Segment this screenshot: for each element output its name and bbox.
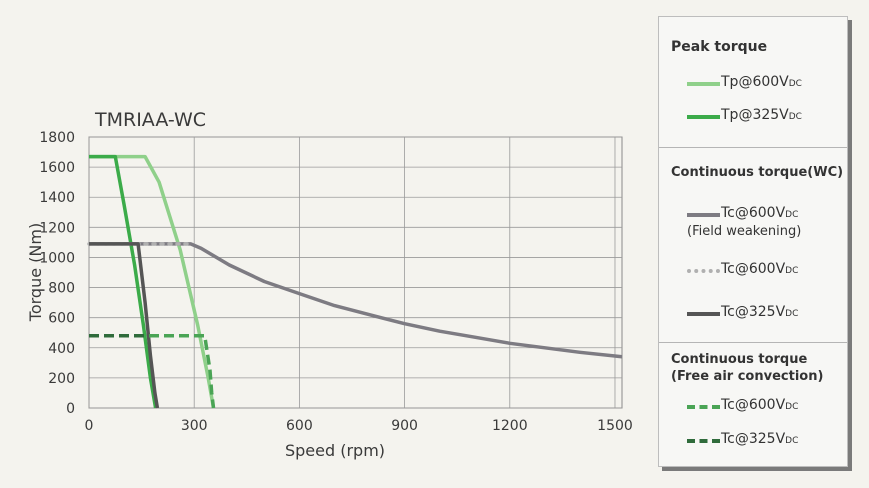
y-tick-label: 1000 [39, 250, 75, 266]
y-tick-label: 200 [48, 371, 75, 387]
y-tick-label: 400 [48, 341, 75, 357]
legend-cont-wc-title: Continuous torque(WC) [671, 165, 844, 180]
series-line-4 [89, 242, 160, 409]
x-tick-label: 900 [391, 418, 418, 434]
legend-divider [659, 342, 847, 343]
tick-labels: 0 200 400 600 800 1000 1200 1400 1600 1800 0 300 600… [39, 130, 632, 434]
x-tick-label: 1500 [597, 418, 633, 434]
legend-cont-fa-subtitle: (Free air convection) [671, 369, 824, 384]
legend-swatch [687, 405, 720, 409]
x-tick-label: 1200 [492, 418, 528, 434]
series-line-2 [89, 242, 623, 359]
series-line-5 [89, 333, 216, 409]
legend: Peak torque Tp@600VDC Tp@325VDC Continuo… [658, 16, 848, 467]
legend-swatch [687, 82, 720, 86]
grid [88, 136, 623, 409]
y-tick-label: 1600 [39, 160, 75, 176]
y-tick-label: 0 [66, 401, 75, 417]
y-tick-label: 1200 [39, 220, 75, 236]
y-axis-label: Torque (Nm) [26, 223, 45, 322]
chart-title: TMRIAA-WC [94, 109, 206, 131]
y-tick-label: 800 [48, 281, 75, 297]
y-tick-label: 1800 [39, 130, 75, 146]
legend-swatch [687, 213, 720, 217]
series-line-0 [89, 154, 216, 409]
series-line-1 [89, 154, 158, 409]
legend-swatch [687, 439, 720, 443]
x-tick-label: 600 [286, 418, 313, 434]
y-tick-label: 600 [48, 311, 75, 327]
x-tick-label: 300 [181, 418, 208, 434]
plot-frame [88, 136, 623, 409]
legend-divider [659, 147, 847, 148]
series-layer [87, 154, 623, 409]
x-tick-label: 0 [85, 418, 94, 434]
y-tick-label: 1400 [39, 190, 75, 206]
legend-swatch [687, 312, 720, 316]
legend-swatch [687, 269, 720, 273]
legend-swatch [687, 115, 720, 119]
legend-cont-fa-title: Continuous torque [671, 352, 808, 367]
x-axis-label: Speed (rpm) [285, 441, 385, 460]
legend-field-weakening-note: (Field weakening) [687, 224, 802, 239]
legend-peak-title: Peak torque [671, 39, 768, 55]
